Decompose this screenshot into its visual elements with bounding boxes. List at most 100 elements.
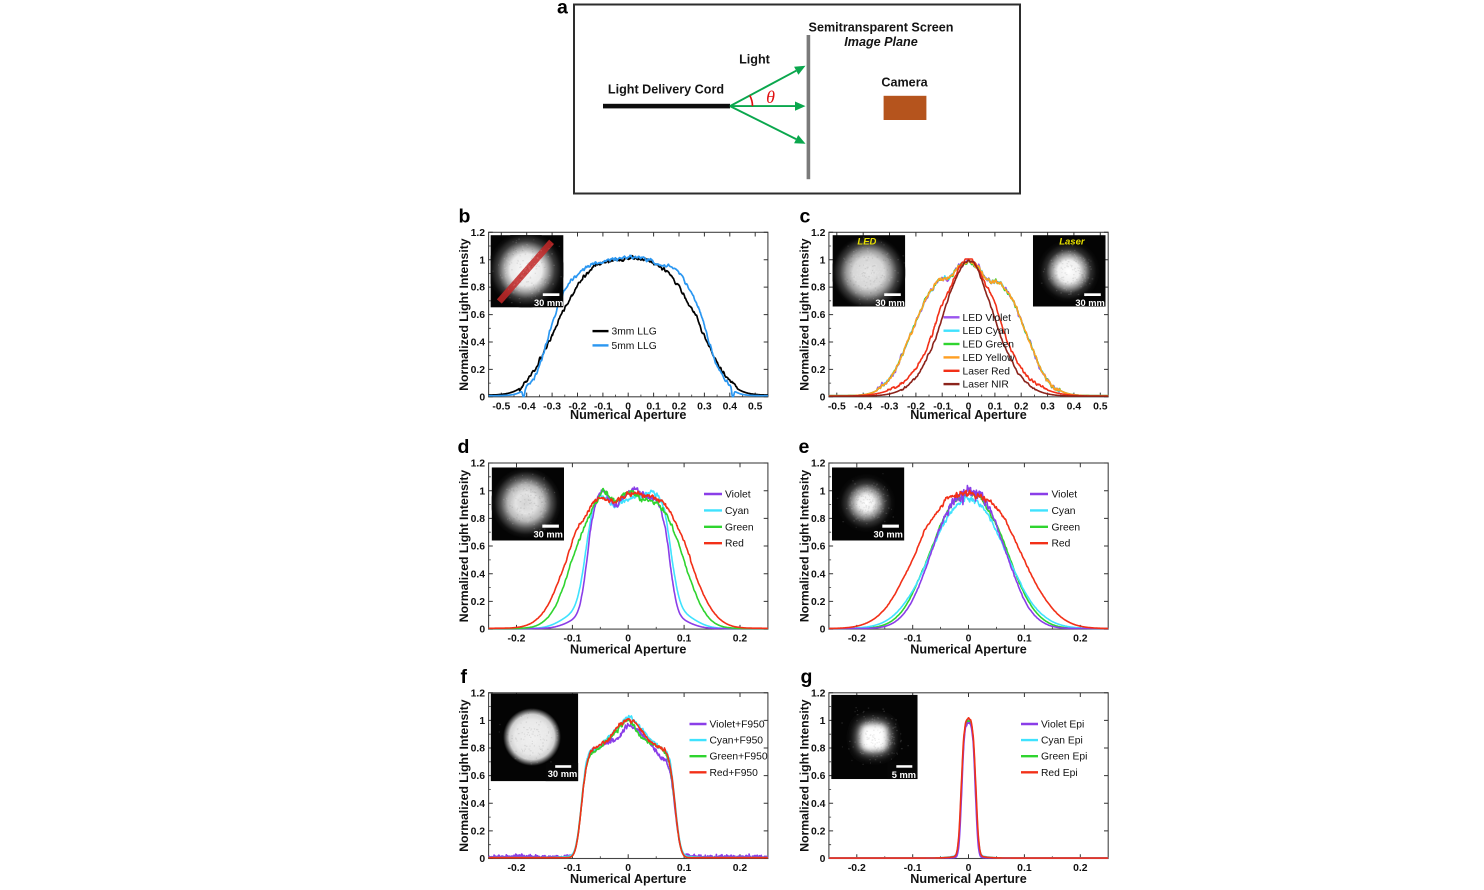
svg-text:1: 1 (820, 486, 826, 497)
svg-text:-0.4: -0.4 (518, 401, 536, 412)
svg-text:0: 0 (625, 634, 631, 645)
svg-text:LED Violet: LED Violet (963, 313, 1012, 324)
svg-text:Numerical Aperture: Numerical Aperture (910, 643, 1026, 657)
svg-text:Numerical Aperture: Numerical Aperture (570, 643, 686, 657)
svg-text:1.2: 1.2 (471, 688, 486, 699)
svg-text:0.4: 0.4 (811, 338, 826, 349)
svg-text:0.1: 0.1 (646, 401, 661, 412)
svg-text:0.1: 0.1 (988, 401, 1003, 412)
svg-text:Cyan Epi: Cyan Epi (1041, 736, 1083, 747)
svg-text:f: f (461, 666, 468, 688)
svg-text:Laser Red: Laser Red (963, 366, 1011, 377)
svg-text:1: 1 (479, 716, 485, 727)
svg-text:-0.1: -0.1 (563, 634, 581, 645)
svg-text:-0.1: -0.1 (904, 863, 922, 874)
svg-text:-0.1: -0.1 (594, 401, 612, 412)
svg-text:c: c (800, 205, 811, 227)
svg-text:Numerical Aperture: Numerical Aperture (910, 408, 1026, 422)
svg-text:Cyan: Cyan (1052, 506, 1076, 517)
svg-text:-0.5: -0.5 (828, 401, 846, 412)
svg-text:0: 0 (625, 401, 631, 412)
svg-text:Red: Red (725, 539, 744, 550)
svg-text:Violet: Violet (1052, 490, 1078, 501)
svg-text:0.2: 0.2 (471, 365, 486, 376)
svg-text:-0.1: -0.1 (933, 401, 951, 412)
svg-text:0.5: 0.5 (748, 401, 763, 412)
svg-text:-0.3: -0.3 (543, 401, 561, 412)
svg-text:1: 1 (820, 255, 826, 266)
svg-text:LED Yellow: LED Yellow (963, 353, 1016, 364)
svg-text:0.2: 0.2 (1073, 863, 1088, 874)
svg-text:1: 1 (479, 486, 485, 497)
svg-text:Semitransparent Screen: Semitransparent Screen (809, 21, 954, 35)
svg-text:-0.2: -0.2 (848, 634, 866, 645)
svg-text:0.6: 0.6 (471, 542, 486, 553)
svg-text:Light Delivery Cord: Light Delivery Cord (608, 83, 724, 97)
svg-text:30 mm: 30 mm (548, 769, 577, 779)
svg-text:-0.1: -0.1 (904, 634, 922, 645)
svg-text:Camera: Camera (881, 76, 928, 90)
svg-text:0.1: 0.1 (677, 863, 692, 874)
svg-text:30 mm: 30 mm (533, 529, 562, 539)
svg-text:0.8: 0.8 (811, 514, 826, 525)
svg-text:0.3: 0.3 (697, 401, 712, 412)
svg-text:0.2: 0.2 (811, 827, 826, 838)
svg-text:θ: θ (766, 87, 775, 107)
svg-text:0: 0 (966, 634, 972, 645)
svg-text:0.8: 0.8 (471, 514, 486, 525)
svg-text:0.1: 0.1 (1017, 634, 1032, 645)
svg-text:0.6: 0.6 (811, 771, 826, 782)
svg-text:30 mm: 30 mm (875, 298, 904, 308)
svg-text:-0.4: -0.4 (854, 401, 872, 412)
svg-text:30 mm: 30 mm (1075, 298, 1104, 308)
svg-text:0: 0 (820, 854, 826, 865)
svg-text:1.2: 1.2 (811, 688, 826, 699)
svg-text:Image Plane: Image Plane (844, 35, 918, 49)
svg-text:1: 1 (479, 255, 485, 266)
svg-text:0.1: 0.1 (677, 634, 692, 645)
svg-text:5 mm: 5 mm (892, 770, 916, 780)
svg-text:Green+F950: Green+F950 (710, 752, 768, 763)
svg-text:0.6: 0.6 (471, 771, 486, 782)
svg-text:5mm LLG: 5mm LLG (612, 341, 657, 352)
svg-text:0: 0 (479, 392, 485, 403)
svg-text:Normalized Light Intensity: Normalized Light Intensity (797, 699, 811, 852)
svg-text:0.2: 0.2 (471, 827, 486, 838)
svg-text:0.1: 0.1 (1017, 863, 1032, 874)
svg-text:Green: Green (725, 522, 754, 533)
svg-text:0.8: 0.8 (811, 744, 826, 755)
svg-text:0.6: 0.6 (471, 310, 486, 321)
svg-text:0: 0 (625, 863, 631, 874)
svg-text:Numerical Aperture: Numerical Aperture (910, 872, 1026, 886)
svg-text:Laser NIR: Laser NIR (963, 380, 1009, 391)
svg-text:0.8: 0.8 (471, 744, 486, 755)
svg-text:Normalized Light Intensity: Normalized Light Intensity (457, 470, 471, 623)
svg-text:Cyan+F950: Cyan+F950 (710, 736, 764, 747)
svg-text:Green Epi: Green Epi (1041, 752, 1087, 763)
svg-text:3mm LLG: 3mm LLG (612, 327, 657, 338)
svg-text:0.2: 0.2 (672, 401, 687, 412)
svg-text:Violet: Violet (725, 490, 751, 501)
svg-text:0.6: 0.6 (811, 310, 826, 321)
svg-text:Normalized Light Intensity: Normalized Light Intensity (797, 238, 811, 391)
svg-text:30 mm: 30 mm (534, 298, 563, 308)
svg-text:0.4: 0.4 (471, 338, 486, 349)
svg-text:0.4: 0.4 (1067, 401, 1082, 412)
svg-text:0.2: 0.2 (1073, 634, 1088, 645)
svg-text:Red: Red (1052, 539, 1071, 550)
svg-text:0.8: 0.8 (811, 283, 826, 294)
svg-text:0.4: 0.4 (811, 569, 826, 580)
svg-text:0.4: 0.4 (471, 799, 486, 810)
svg-text:-0.2: -0.2 (508, 863, 526, 874)
svg-text:e: e (799, 436, 810, 458)
svg-text:0.2: 0.2 (471, 597, 486, 608)
svg-text:-0.2: -0.2 (848, 863, 866, 874)
svg-text:0.2: 0.2 (1014, 401, 1029, 412)
svg-text:Violet+F950: Violet+F950 (710, 720, 765, 731)
svg-text:0: 0 (479, 854, 485, 865)
svg-text:0: 0 (479, 625, 485, 636)
svg-text:0.2: 0.2 (811, 365, 826, 376)
svg-text:0.2: 0.2 (733, 863, 748, 874)
svg-text:Normalized Light Intensity: Normalized Light Intensity (797, 470, 811, 623)
svg-text:-0.5: -0.5 (492, 401, 510, 412)
